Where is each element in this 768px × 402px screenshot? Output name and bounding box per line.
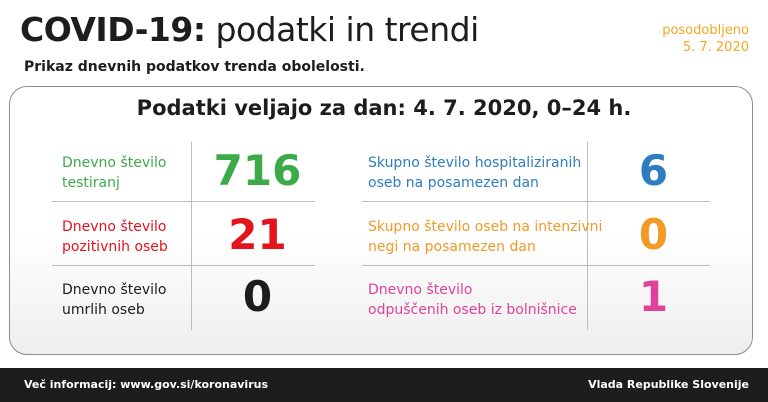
deaths-label-line2: umrlih oseb [62,302,145,318]
hospitalized-label-line1: Skupno število hospitaliziranih [368,155,582,171]
title-rest: podatki in trendi [215,10,480,49]
deaths-label: Dnevno število umrlih oseb [62,280,166,320]
positive-label-line2: pozitivnih oseb [62,239,168,255]
card-title: Podatki veljajo za dan: 4. 7. 2020, 0–24… [136,96,632,120]
updated-value: 5. 7. 2020 [682,40,749,55]
tested-label-line1: Dnevno število [62,155,167,171]
stats-card [9,86,753,355]
positive-label-line1: Dnevno število [62,219,167,235]
divider-vertical-left [191,142,192,330]
icu-label: Skupno število oseb na intenzivni negi n… [368,217,602,257]
hospitalized-label: Skupno število hospitaliziranih oseb na … [368,153,581,193]
deaths-value: 0 [242,272,273,321]
tested-label-line2: testiranj [62,175,120,191]
title-bold: COVID-19: [20,10,206,49]
positive-label: Dnevno število pozitivnih oseb [62,217,168,257]
footer-bar: Več informacij: www.gov.si/koronavirus V… [0,368,768,402]
page-subtitle: Prikaz dnevnih podatkov trenda obolelost… [24,59,365,75]
tested-label: Dnevno število testiranj [62,153,166,193]
discharged-value: 1 [638,272,669,321]
icu-label-line1: Skupno število oseb na intenzivni [368,219,603,235]
divider-left-1 [52,201,315,202]
discharged-label: Dnevno število odpuščenih oseb iz bolniš… [368,280,577,320]
divider-right-2 [362,265,710,266]
footer-government: Vlada Republike Slovenije [588,378,749,391]
updated-label: posodobljeno [662,23,749,38]
updated-date: posodobljeno 5. 7. 2020 [662,22,749,56]
hospitalized-value: 6 [638,146,669,195]
icu-value: 0 [638,210,669,259]
page-title: COVID-19: podatki in trendi [20,10,479,49]
discharged-label-line1: Dnevno število [368,282,473,298]
footer-info-link[interactable]: Več informacij: www.gov.si/koronavirus [24,378,269,391]
tested-value: 716 [213,146,302,195]
divider-right-1 [362,201,710,202]
positive-value: 21 [228,210,287,259]
divider-left-2 [52,265,315,266]
discharged-label-line2: odpuščenih oseb iz bolnišnice [368,302,577,318]
hospitalized-label-line2: oseb na posamezen dan [368,175,539,191]
deaths-label-line1: Dnevno število [62,282,167,298]
icu-label-line2: negi na posamezen dan [368,239,536,255]
divider-vertical-right [587,142,588,330]
